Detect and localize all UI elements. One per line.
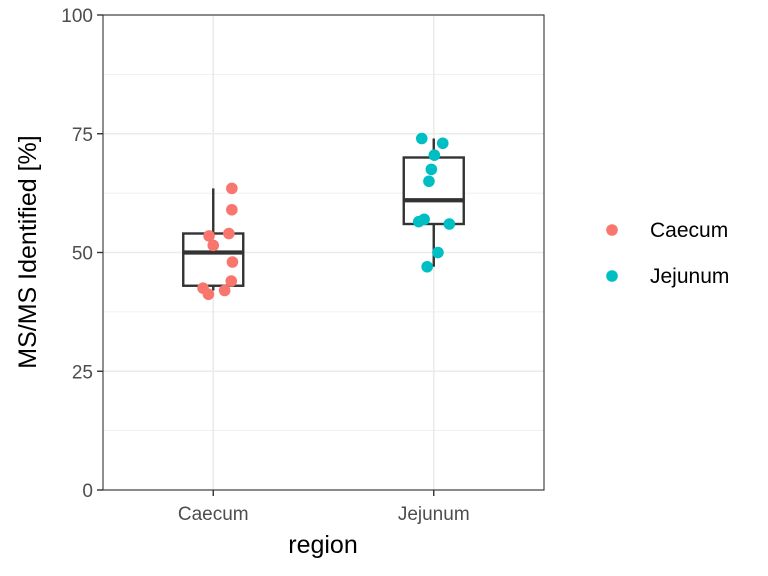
data-point [436,137,449,150]
y-tick-label: 0 [82,481,93,502]
legend: Caecum Jejunum [606,219,729,288]
x-tick-label: Caecum [178,504,249,525]
data-point [223,227,235,240]
legend-label: Caecum [650,219,728,242]
y-tick-label: 75 [72,125,93,146]
x-tick-label: Jejunum [398,504,470,525]
data-point [226,256,239,268]
data-point [443,218,456,230]
data-point [428,149,441,161]
y-axis-title: MS/MS Identified [%] [14,135,42,368]
legend-key [606,224,618,236]
data-point [421,260,433,273]
data-point [423,175,435,188]
data-point [226,203,238,216]
data-point [225,275,238,287]
y-tick-label: 50 [72,244,93,265]
data-point [415,132,428,145]
data-point [203,230,215,242]
data-point [425,163,438,176]
minor-gridlines [103,73,544,432]
x-axis-title: region [288,531,358,559]
y-tick-label: 25 [72,362,93,383]
data-point [412,215,425,228]
data-point [207,239,220,252]
legend-key [606,270,618,282]
y-axis-ticks: 0 25 50 75 100 [61,6,103,502]
data-point [202,288,215,301]
y-tick-label: 100 [61,6,93,27]
x-axis-ticks: Caecum Jejunum [178,490,470,525]
data-point [218,284,231,297]
data-points [197,132,456,301]
legend-label: Jejunum [650,265,729,288]
data-point [226,182,238,195]
major-gridlines [103,14,544,491]
data-point [432,246,444,259]
